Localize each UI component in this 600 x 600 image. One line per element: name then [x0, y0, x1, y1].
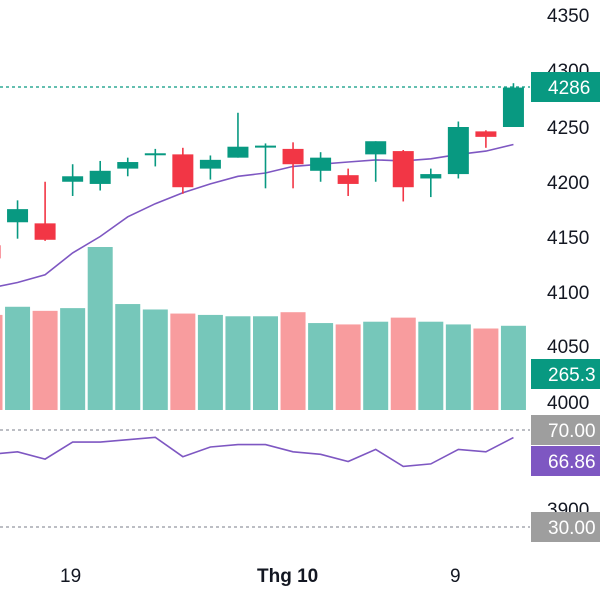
volume-bar [0, 314, 3, 410]
candle[interactable] [89, 160, 111, 191]
candle[interactable] [7, 200, 29, 239]
volume-bar [500, 325, 526, 410]
candle[interactable] [0, 239, 1, 265]
rsi-upper-badge: 70.00 [531, 415, 600, 445]
badge-background [531, 512, 600, 542]
candle-body [0, 245, 1, 259]
candle-body [447, 127, 469, 175]
candle[interactable] [475, 130, 497, 148]
volume-bar [60, 308, 86, 410]
candle-body [337, 175, 359, 184]
badge-label: 30.00 [548, 518, 596, 539]
badge-background [531, 359, 600, 389]
candle[interactable] [34, 181, 56, 241]
candle-body [475, 131, 497, 137]
candle[interactable] [502, 83, 524, 127]
candle-body [365, 141, 387, 155]
volume-bar [225, 316, 251, 410]
volume-bar [363, 321, 389, 410]
volume-bar [445, 324, 471, 410]
time-axis[interactable]: 19 Thg 10 9 [60, 566, 461, 587]
badge-label: 70.00 [548, 421, 596, 442]
candle-body [62, 176, 84, 182]
candle[interactable] [420, 168, 442, 198]
volume-bar [32, 310, 58, 410]
volume-bar [280, 312, 306, 410]
badge-background [531, 446, 600, 476]
candle-body [7, 209, 29, 223]
time-axis-label: 9 [450, 566, 461, 587]
candle[interactable] [117, 157, 139, 177]
badge-label: 66.86 [548, 452, 596, 473]
badge-background [531, 415, 600, 445]
volume-badge: 265.3 [531, 359, 600, 389]
volume-bar [335, 324, 361, 410]
candle[interactable] [144, 148, 166, 167]
candle[interactable] [172, 147, 194, 194]
candle[interactable] [227, 112, 249, 158]
candle[interactable] [255, 143, 276, 189]
volume-bar [5, 306, 31, 410]
candle-body [310, 157, 332, 171]
volume-bar [115, 304, 141, 410]
candle[interactable] [365, 141, 387, 182]
candle-body [34, 223, 56, 240]
rsi-lower-badge: 30.00 [531, 512, 600, 542]
candle-body [502, 87, 524, 127]
candle-body [89, 170, 111, 184]
price-axis-label: 4000 [547, 393, 589, 414]
badge-label: 265.3 [548, 365, 596, 386]
candle-body [199, 159, 221, 169]
volume-bar [253, 316, 278, 410]
price-axis-label: 4250 [547, 118, 589, 139]
candle[interactable] [337, 168, 359, 196]
candle[interactable] [310, 152, 332, 182]
price-axis-label: 4200 [547, 173, 589, 194]
last-price-badge: 4286 [531, 72, 600, 102]
rsi-line [0, 436, 514, 468]
volume-bar [87, 247, 113, 410]
candle[interactable] [199, 155, 221, 180]
volume-bar [390, 317, 416, 410]
candle-body [227, 146, 249, 158]
price-axis-label: 4050 [547, 337, 589, 358]
candle-body [117, 162, 139, 169]
candle[interactable] [282, 142, 304, 189]
candle-body [282, 148, 304, 165]
volume-bar [197, 314, 223, 410]
candle-body [144, 153, 166, 156]
candle-body [172, 154, 194, 188]
candle[interactable] [62, 164, 84, 196]
price-axis-label: 4100 [547, 283, 589, 304]
price-axis-label: 4350 [547, 6, 589, 27]
candle-body [420, 174, 442, 179]
volume-bar [170, 313, 196, 410]
volume-bar [418, 321, 444, 410]
candle-body [392, 151, 414, 188]
badge-label: 4286 [548, 78, 590, 99]
candle-body [255, 145, 276, 148]
volume-bar [308, 323, 334, 410]
time-axis-label: 19 [60, 566, 81, 587]
badge-background [531, 72, 600, 102]
moving-average-line [0, 143, 514, 287]
candle[interactable] [447, 121, 469, 179]
time-axis-label: Thg 10 [257, 566, 318, 587]
candle[interactable] [392, 149, 414, 202]
price-axis-label: 4150 [547, 228, 589, 249]
volume-bar [142, 309, 168, 410]
rsi-value-badge: 66.86 [531, 446, 600, 476]
volume-bar [473, 328, 499, 410]
